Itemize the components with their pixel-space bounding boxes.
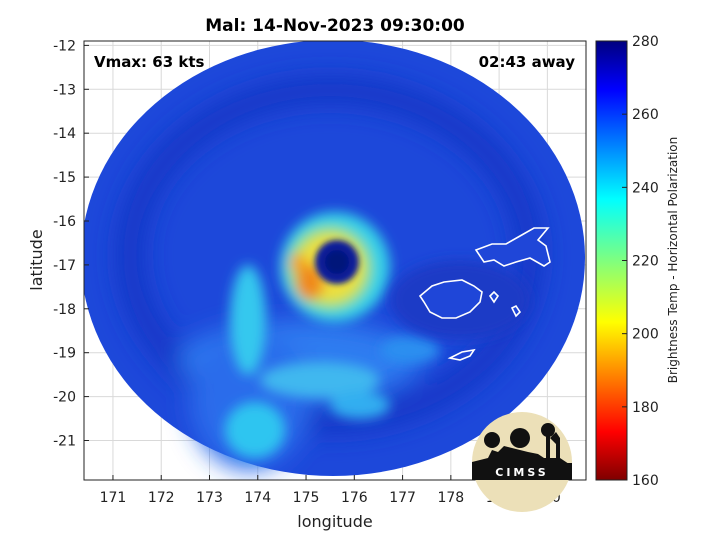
logo-dish-1 xyxy=(484,432,500,448)
colorbar: 160 180 200 220 240 260 280 Brightness Temp - … xyxy=(595,34,680,489)
plot-frame xyxy=(83,40,587,481)
x-axis-label: longitude xyxy=(297,512,372,531)
colorbar-label: Brightness Temp - Horizontal Polarizatio… xyxy=(666,137,680,384)
colorbar-gradient xyxy=(595,40,628,481)
y-tick-label: -18 xyxy=(53,302,76,318)
chart-title: Mal: 14-Nov-2023 09:30:00 xyxy=(205,16,465,36)
brightness-field xyxy=(84,41,585,476)
rainband-cyan-5 xyxy=(380,336,440,364)
coastline-kadavu xyxy=(447,348,476,361)
logo-tower-top xyxy=(541,423,555,437)
vmax-annotation: Vmax: 63 kts xyxy=(94,53,204,71)
y-axis: -12 -13 -14 -15 -16 -17 -18 -19 -20 -21 xyxy=(53,38,89,449)
x-tick-label: 175 xyxy=(293,490,320,506)
x-tick-label: 173 xyxy=(196,490,223,506)
x-tick-label: 177 xyxy=(389,490,416,506)
colorbar-tick-label: 260 xyxy=(632,107,659,123)
x-tick-label: 171 xyxy=(100,490,127,506)
storm-eye-core xyxy=(325,250,349,274)
y-tick-label: -13 xyxy=(53,82,76,98)
x-tick-label: 176 xyxy=(341,490,368,506)
y-tick-label: -20 xyxy=(53,390,76,406)
coastlines xyxy=(418,227,551,361)
coastline-viti-levu xyxy=(418,279,483,319)
eyewall-hot-spot-2 xyxy=(290,253,306,273)
colorbar-tick-label: 180 xyxy=(632,400,659,416)
logo-dish-2 xyxy=(510,428,530,448)
rainband-cyan-1 xyxy=(225,402,285,458)
colorbar-tick-label: 280 xyxy=(632,34,659,50)
y-tick-label: -21 xyxy=(53,433,76,449)
x-tick-label: 172 xyxy=(148,490,175,506)
colorbar-tick-label: 160 xyxy=(632,473,659,489)
colorbar-ticks: 160 180 200 220 240 260 280 xyxy=(622,34,659,489)
y-tick-label: -19 xyxy=(53,346,76,362)
coastline-ovalau xyxy=(488,290,500,304)
y-tick-label: -14 xyxy=(53,126,76,142)
plot-area: 171172173174175176177178179180 -12-13-14… xyxy=(27,38,587,531)
rainband-cyan-2 xyxy=(260,362,380,398)
time-away-annotation: 02:43 away xyxy=(479,53,576,71)
logo-text: CIMSS xyxy=(495,466,548,479)
rainband-cyan-3 xyxy=(330,391,390,419)
y-tick-label: -16 xyxy=(53,214,76,230)
colorbar-tick-label: 200 xyxy=(632,327,659,343)
x-tick-label: 174 xyxy=(244,490,271,506)
coastline-vanua-levu xyxy=(474,227,551,267)
cimss-logo: CIMSS xyxy=(472,412,572,512)
y-axis-label: latitude xyxy=(27,229,46,290)
coastline-koro xyxy=(510,304,522,318)
rainband-cyan-4 xyxy=(230,265,266,375)
y-tick-label: -15 xyxy=(53,170,76,186)
logo-tower xyxy=(546,428,550,458)
colorbar-tick-label: 220 xyxy=(632,254,659,270)
x-tick-label: 178 xyxy=(437,490,464,506)
y-tick-label: -12 xyxy=(53,38,76,54)
logo-banner xyxy=(472,463,572,480)
y-tick-label: -17 xyxy=(53,258,76,274)
eyewall-hot-spot xyxy=(296,264,324,300)
colorbar-tick-label: 240 xyxy=(632,180,659,196)
